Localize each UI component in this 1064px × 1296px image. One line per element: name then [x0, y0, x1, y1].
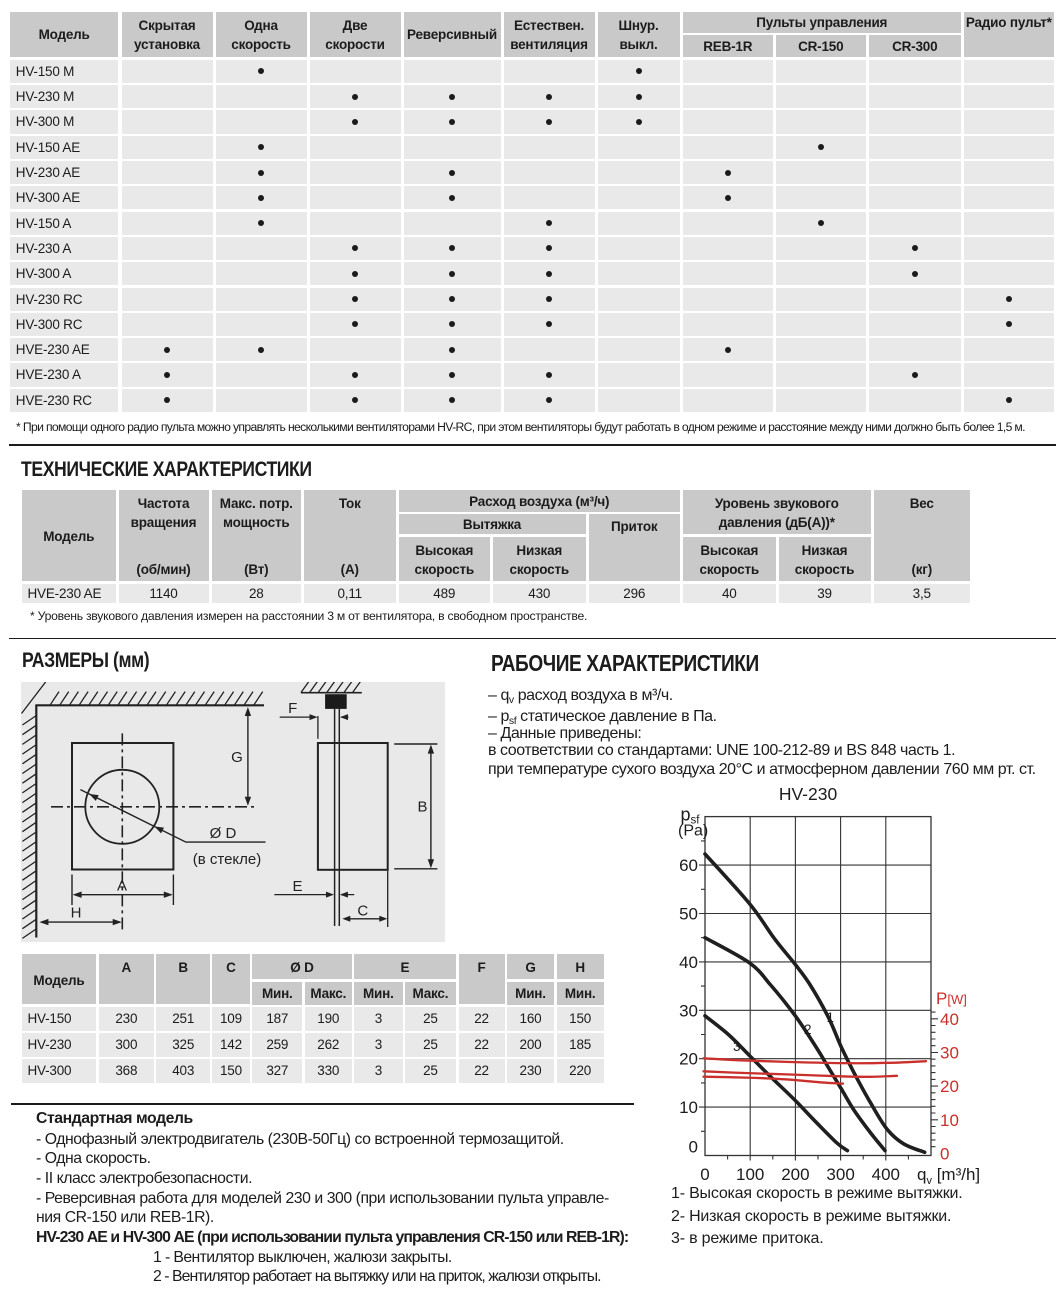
svg-text:200: 200 [781, 1165, 809, 1184]
svg-text:50: 50 [679, 905, 698, 924]
svg-text:300: 300 [826, 1165, 854, 1184]
svg-text:E: E [292, 878, 302, 895]
svg-text:0: 0 [700, 1165, 709, 1184]
svg-text:1: 1 [827, 1010, 835, 1025]
svg-text:H: H [71, 905, 82, 922]
svg-text:400: 400 [872, 1165, 900, 1184]
svg-text:40: 40 [940, 1010, 959, 1029]
svg-text:100: 100 [736, 1165, 764, 1184]
svg-text:(в стекле): (в стекле) [193, 851, 262, 868]
svg-text:qv [m³/h]: qv [m³/h] [917, 1165, 980, 1187]
svg-text:B: B [417, 799, 427, 816]
svg-text:10: 10 [940, 1111, 959, 1130]
svg-text:0: 0 [940, 1144, 949, 1163]
svg-text:C: C [357, 903, 368, 920]
svg-text:HV-230: HV-230 [779, 784, 838, 804]
svg-text:0: 0 [689, 1138, 698, 1157]
svg-text:Ø D: Ø D [210, 825, 237, 842]
svg-text:A: A [117, 878, 127, 895]
svg-text:F: F [288, 700, 297, 717]
svg-text:3: 3 [733, 1039, 741, 1054]
svg-text:40: 40 [679, 953, 698, 972]
svg-text:30: 30 [940, 1044, 959, 1063]
svg-text:10: 10 [679, 1098, 698, 1117]
svg-text:60: 60 [679, 856, 698, 875]
svg-text:20: 20 [679, 1050, 698, 1069]
svg-text:P[W]: P[W] [936, 989, 967, 1008]
svg-text:G: G [231, 749, 243, 766]
svg-text:20: 20 [940, 1077, 959, 1096]
svg-text:2: 2 [804, 1022, 812, 1037]
svg-text:30: 30 [679, 1001, 698, 1020]
svg-text:(Pa): (Pa) [678, 823, 708, 840]
